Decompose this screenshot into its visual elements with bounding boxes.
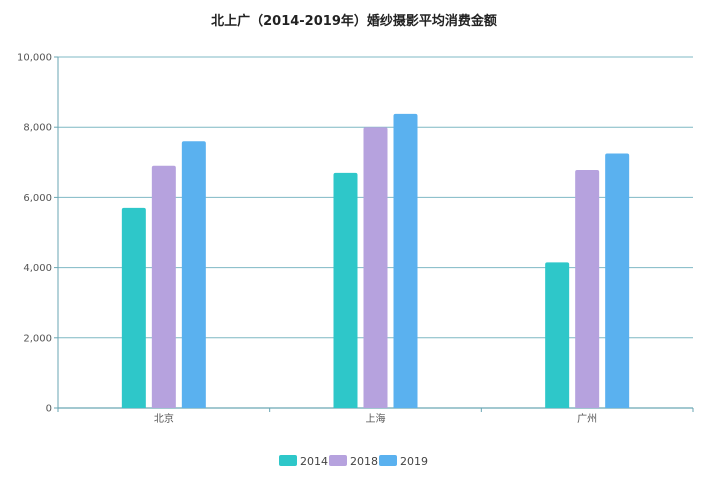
bar-2014-1[interactable] (333, 172, 358, 408)
bar-2018-0[interactable] (151, 165, 176, 408)
bar-2018-2[interactable] (575, 170, 600, 408)
chart-title: 北上广（2014-2019年）婚纱摄影平均消费金额 (211, 14, 497, 29)
bar-2019-0[interactable] (181, 141, 206, 409)
bar-2019-2[interactable] (605, 153, 630, 408)
legend-label-2018[interactable]: 2018 (350, 455, 378, 468)
x-tick-label: 上海 (366, 412, 386, 425)
legend-swatch-2019[interactable] (379, 455, 397, 466)
x-tick-label: 北京 (154, 412, 174, 425)
y-tick-label: 6,000 (23, 193, 52, 204)
bar-2019-1[interactable] (393, 113, 418, 408)
legend-label-2019[interactable]: 2019 (400, 455, 428, 468)
legend-label-2014[interactable]: 2014 (300, 455, 328, 468)
y-tick-label: 10,000 (17, 53, 52, 64)
legend-swatch-2018[interactable] (329, 455, 347, 466)
y-tick-label: 0 (46, 404, 52, 415)
x-tick-label: 广州 (577, 413, 597, 425)
y-tick-label: 2,000 (23, 333, 52, 344)
bar-2018-1[interactable] (363, 127, 388, 408)
legend-swatch-2014[interactable] (279, 455, 297, 466)
legend: 2014 2018 2019 (279, 455, 428, 468)
bar-2014-2[interactable] (545, 262, 570, 408)
bars (121, 113, 630, 409)
y-tick-label: 8,000 (23, 123, 52, 134)
bar-2014-0[interactable] (121, 207, 146, 408)
y-tick-label: 4,000 (23, 263, 52, 274)
